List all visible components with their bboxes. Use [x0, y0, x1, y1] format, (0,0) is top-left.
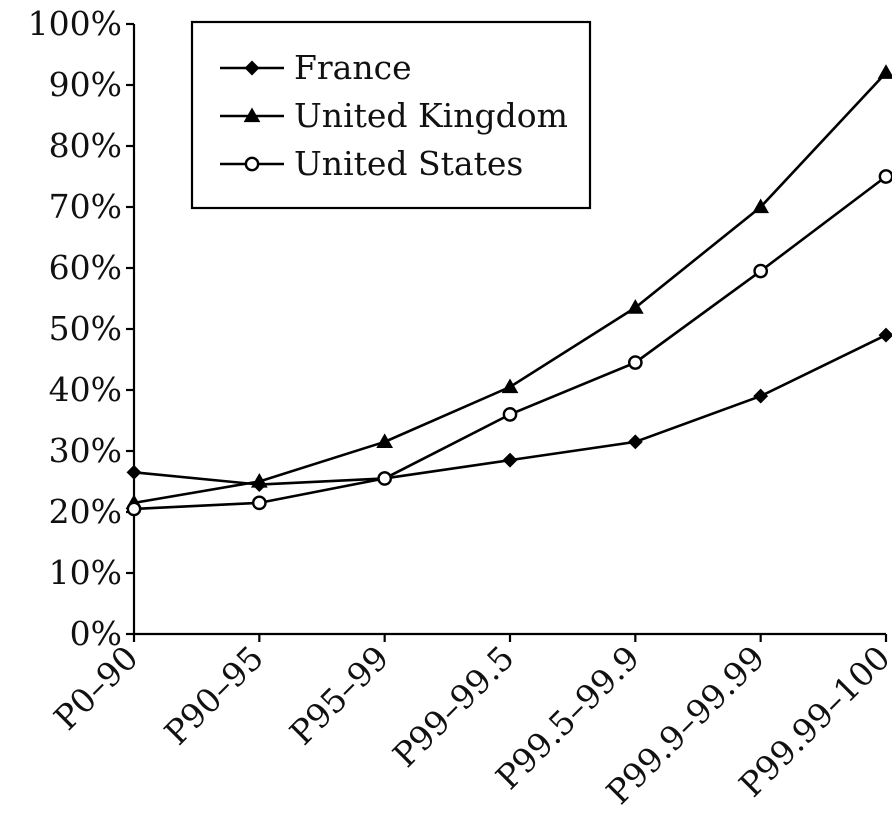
- triangle-marker: [752, 198, 770, 214]
- y-tick-label: 20%: [49, 492, 122, 531]
- y-tick-label: 100%: [28, 4, 122, 43]
- legend-item-united-kingdom: United Kingdom: [220, 96, 568, 135]
- legend-label: United States: [294, 144, 523, 183]
- diamond-marker: [753, 388, 769, 404]
- x-axis: P0–90 P90–95 P95–99P99–99.5P99.5–99.9P99.9…: [46, 632, 892, 812]
- circle-marker: [244, 156, 260, 172]
- diamond-marker: [502, 452, 518, 468]
- y-tick-label: 50%: [49, 309, 122, 348]
- circle-marker: [753, 263, 769, 279]
- circle-marker: [377, 471, 393, 486]
- y-tick-label: 60%: [49, 248, 122, 287]
- legend-label: France: [294, 48, 412, 87]
- y-tick-label: 0%: [70, 614, 122, 653]
- circle-marker: [878, 169, 892, 184]
- circle-marker: [502, 407, 518, 422]
- series-united-states: [126, 169, 892, 517]
- y-tick-label: 30%: [49, 431, 122, 470]
- diamond-marker: [627, 434, 643, 450]
- triangle-marker: [626, 299, 644, 314]
- legend: France United Kingdom United States: [190, 20, 592, 210]
- y-axis: 0% 10% 20% 30% 40% 50% 60% 70% 80% 90% 100%: [28, 4, 136, 653]
- triangle-marker: [250, 472, 268, 488]
- diamond-marker: [878, 327, 892, 343]
- triangle-marker: [243, 107, 261, 123]
- circle-marker: [627, 355, 643, 370]
- diamond-marker: [244, 60, 260, 76]
- legend-item-united-states: United States: [220, 144, 523, 183]
- x-tick-label: P95–99: [282, 638, 396, 752]
- legend-label: United Kingdom: [294, 96, 568, 135]
- y-tick-label: 90%: [49, 65, 122, 104]
- diamond-marker: [126, 464, 142, 480]
- x-tick-label: P99–99.5: [385, 638, 522, 775]
- y-tick-label: 40%: [49, 370, 122, 409]
- circle-marker: [126, 501, 142, 517]
- legend-item-france: France: [220, 48, 412, 87]
- x-tick-label: P0–90: [46, 638, 145, 737]
- x-tick-label: P90–95: [157, 638, 271, 752]
- triangle-marker: [877, 64, 892, 79]
- triangle-marker: [376, 433, 394, 448]
- series-layer: [125, 64, 892, 517]
- y-tick-label: 70%: [49, 187, 122, 226]
- triangle-marker: [501, 378, 519, 394]
- y-tick-label: 80%: [49, 126, 122, 165]
- y-tick-label: 10%: [49, 553, 122, 592]
- circle-marker: [251, 495, 267, 511]
